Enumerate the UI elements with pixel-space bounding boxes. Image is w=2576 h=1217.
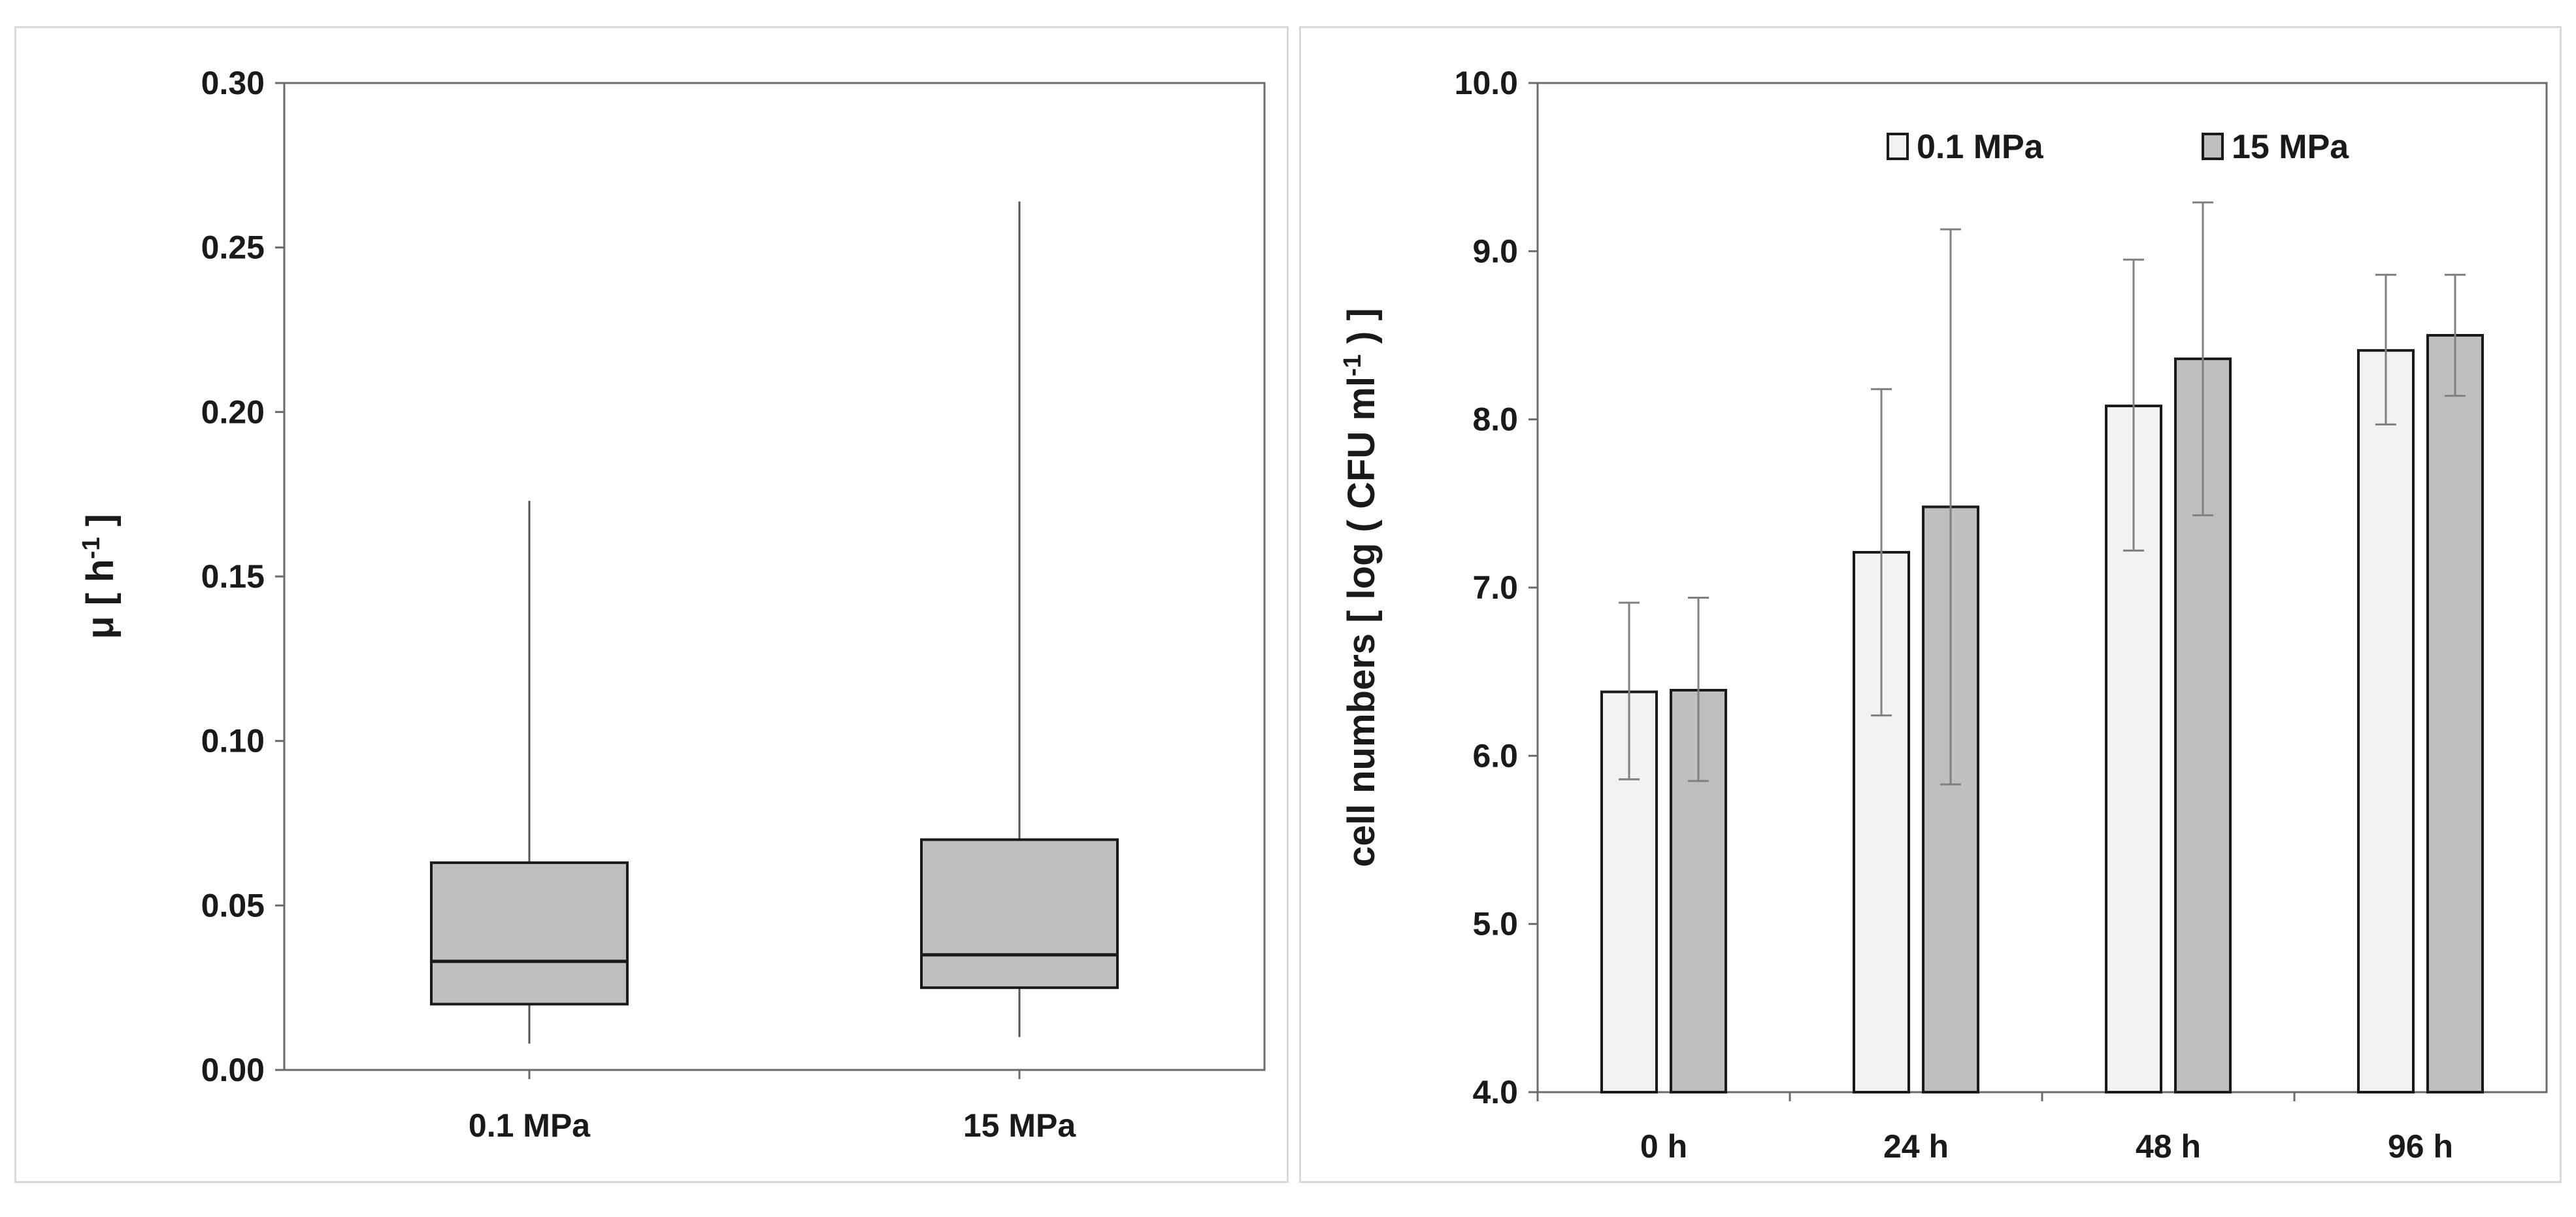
y-tick-label: 0.05 <box>201 887 265 924</box>
x-tick-label: 48 h <box>2136 1128 2201 1165</box>
y-tick-label: 0.20 <box>201 393 265 430</box>
y-tick-label: 0.10 <box>201 723 265 759</box>
y-tick-label: 9.0 <box>1472 233 1518 269</box>
y-tick-label: 0.30 <box>201 65 265 101</box>
box <box>920 838 1119 990</box>
growth-rate-boxplot: 0.00 0.05 0.10 0.15 0.20 0.25 0.30 0.1 MPa 15 MP… <box>78 65 1266 1144</box>
legend-swatch <box>1887 133 1909 160</box>
y-tick-label: 8.0 <box>1472 401 1518 438</box>
y-tick-label: 0.25 <box>201 229 265 266</box>
bar <box>2426 334 2484 1093</box>
x-tick-label: 96 h <box>2388 1128 2453 1165</box>
legend-label: 0.1 MPa <box>1917 128 2044 166</box>
x-tick-label: 0 h <box>1640 1128 1687 1165</box>
box <box>430 861 629 1006</box>
legend-swatch <box>2202 133 2224 160</box>
boxplot-panel: 0.00 0.05 0.10 0.15 0.20 0.25 0.30 0.1 MPa 15 MP… <box>14 26 1289 1183</box>
y-tick-label: 10.0 <box>1455 65 1518 101</box>
x-tick-label: 24 h <box>1883 1128 1949 1165</box>
y-tick-label: 4.0 <box>1472 1074 1518 1110</box>
y-tick-label: 6.0 <box>1472 737 1518 774</box>
legend-label: 15 MPa <box>2232 128 2349 166</box>
y-tick-label: 5.0 <box>1472 906 1518 942</box>
y-tick-label: 0.00 <box>201 1052 265 1088</box>
barchart-panel: 4.0 5.0 6.0 7.0 8.0 9.0 10.0 0 h 24 h 48 h 96 h 0.1… <box>1299 26 2562 1183</box>
x-tick-label: 0.1 MPa <box>469 1107 591 1144</box>
bar <box>2357 349 2415 1093</box>
y-tick-label: 0.15 <box>201 558 265 595</box>
y-axis-title: cell numbers [ log ( CFU ml-1 ) ] <box>1339 308 1383 867</box>
cell-numbers-barchart: 4.0 5.0 6.0 7.0 8.0 9.0 10.0 0 h 24 h 48 h 96 h 0.1… <box>1339 65 2548 1165</box>
x-tick-label: 15 MPa <box>963 1107 1077 1144</box>
y-tick-label: 7.0 <box>1472 569 1518 606</box>
y-axis-title: μ [ h-1 ] <box>78 514 122 639</box>
